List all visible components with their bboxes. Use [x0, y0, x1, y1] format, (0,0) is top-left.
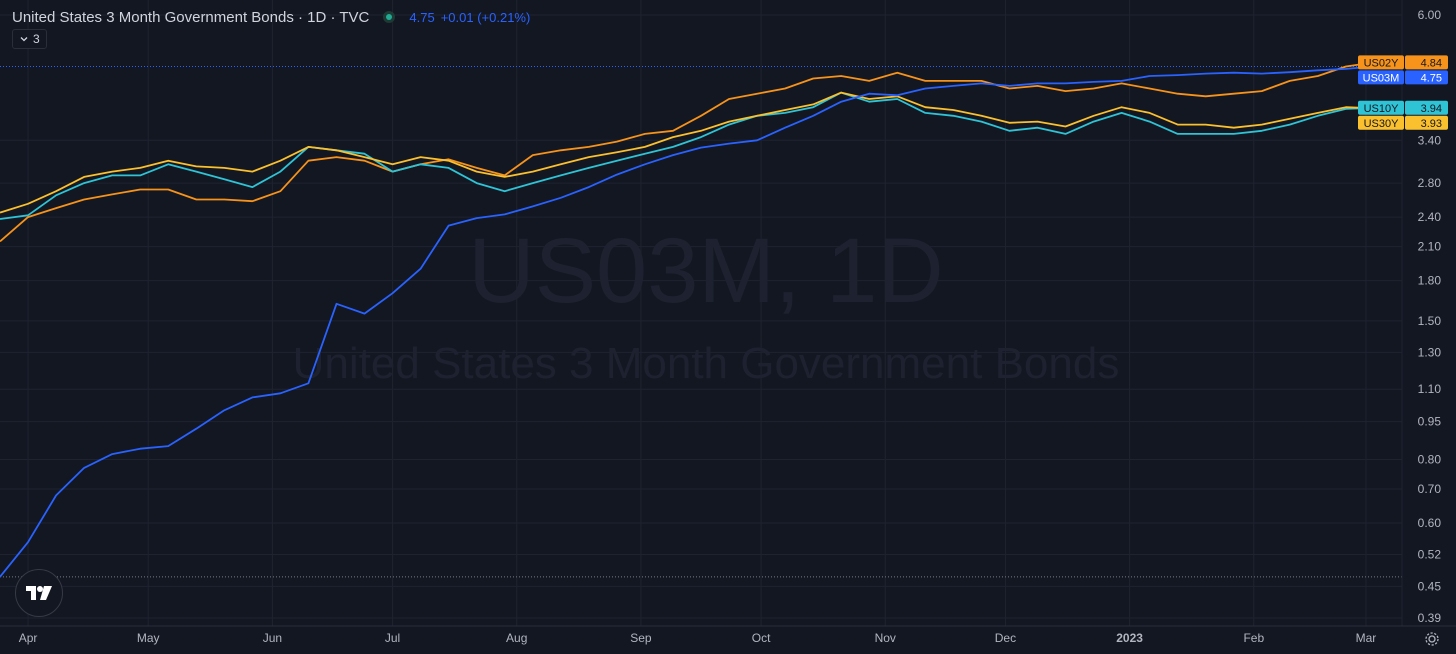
series-line-us30y[interactable] [0, 91, 1375, 214]
watermark-description: United States 3 Month Government Bonds [293, 339, 1120, 388]
gear-icon[interactable] [1424, 631, 1440, 647]
symbol-title[interactable]: United States 3 Month Government Bonds ·… [12, 8, 370, 26]
badge-symbol-label: US30Y [1364, 118, 1400, 130]
last-value-badge-us10y: US10Y 3.94 [1358, 100, 1448, 115]
badge-value-label: 4.84 [1421, 57, 1442, 69]
x-tick-label: 2023 [1116, 631, 1143, 645]
price-change: +0.01 (+0.21%) [440, 9, 531, 25]
badge-value-label: 3.93 [1421, 118, 1442, 130]
symbol-watermark: US03M, 1D United States 3 Month Governme… [293, 220, 1120, 388]
legend-header: United States 3 Month Government Bonds ·… [12, 7, 530, 27]
watermark-symbol: US03M, 1D [468, 220, 944, 322]
x-tick-label: Nov [875, 631, 896, 645]
x-tick-label: Oct [752, 631, 771, 645]
y-tick-label: 0.45 [1418, 579, 1442, 593]
series-lines[interactable] [0, 61, 1375, 578]
market-status-icon[interactable] [383, 11, 396, 23]
y-tick-label: 6.00 [1418, 8, 1442, 22]
x-tick-label: May [137, 631, 160, 645]
y-tick-label: 1.80 [1418, 274, 1442, 288]
price-axis[interactable]: 6.00 3.40 2.80 2.40 2.10 1.80 1.50 1.30 1.10 0.95… [1401, 0, 1442, 626]
y-tick-label: 0.60 [1418, 516, 1442, 530]
series-line-us02y[interactable] [0, 61, 1375, 243]
y-tick-label: 0.70 [1418, 482, 1442, 496]
x-tick-label: Aug [506, 631, 527, 645]
badge-symbol-bg [1358, 115, 1404, 130]
badge-symbol-label: US03M [1363, 72, 1400, 84]
series-line-us03m[interactable] [0, 65, 1375, 578]
badge-symbol-label: US02Y [1364, 57, 1400, 69]
badge-value-bg [1405, 70, 1448, 85]
last-price: 4.75 [409, 9, 435, 25]
x-tick-label: Sep [630, 631, 652, 645]
y-tick-label: 1.30 [1418, 345, 1442, 359]
grid-lines [0, 0, 1402, 626]
y-tick-label: 0.52 [1418, 548, 1442, 562]
x-tick-label: Jun [263, 631, 282, 645]
badge-value-label: 3.94 [1421, 103, 1442, 115]
badge-value-bg [1405, 55, 1448, 70]
y-tick-label: 1.50 [1418, 314, 1442, 328]
x-tick-label: Feb [1243, 631, 1264, 645]
badge-value-label: 4.75 [1421, 72, 1442, 84]
last-value-badge-us02y: US02Y 4.84 [1358, 55, 1448, 70]
y-tick-label: 2.10 [1418, 240, 1442, 254]
series-line-us10y[interactable] [0, 91, 1375, 220]
y-tick-label: 1.10 [1418, 382, 1442, 396]
last-value-badge-us30y: US30Y 3.93 [1358, 115, 1448, 130]
time-axis[interactable]: Apr May Jun Jul Aug Sep Oct Nov Dec 2023 Feb Mar [0, 625, 1456, 645]
tradingview-logo-icon[interactable] [15, 569, 63, 617]
y-tick-label: 0.39 [1418, 611, 1442, 625]
y-tick-label: 2.80 [1418, 176, 1442, 190]
badge-value-bg [1405, 100, 1448, 115]
y-tick-label: 3.40 [1418, 133, 1442, 147]
y-tick-label: 0.95 [1418, 415, 1442, 429]
badge-symbol-bg [1358, 100, 1404, 115]
y-tick-label: 0.80 [1418, 453, 1442, 467]
indicators-toggle-button[interactable]: 3 [12, 29, 47, 49]
last-value-labels: US02Y 4.84 US03M 4.75 US10Y 3.94 US30Y 3.93 [1358, 55, 1448, 130]
x-tick-label: Apr [19, 631, 38, 645]
x-tick-label: Dec [995, 631, 1016, 645]
y-tick-label: 2.40 [1418, 210, 1442, 224]
badge-symbol-bg [1358, 70, 1404, 85]
x-tick-label: Jul [385, 631, 400, 645]
badge-symbol-bg [1358, 55, 1404, 70]
chevron-down-icon [20, 37, 28, 42]
badge-symbol-label: US10Y [1364, 103, 1400, 115]
badge-value-bg [1405, 115, 1448, 130]
last-value-badge-us03m: US03M 4.75 [1358, 70, 1448, 85]
x-tick-label: Mar [1356, 631, 1377, 645]
indicators-count: 3 [33, 32, 40, 46]
